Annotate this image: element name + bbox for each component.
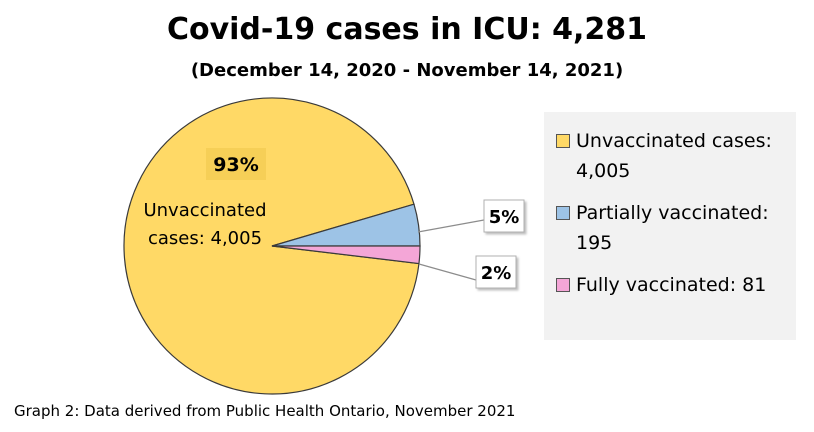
legend-label-partial: Partially vaccinated: (576, 202, 769, 224)
legend-swatch-fully (556, 278, 570, 292)
legend-label-fully: Fully vaccinated: 81 (576, 274, 767, 296)
leader-line-fully (418, 263, 477, 281)
pie-slice-fully (271, 245, 421, 265)
inner-label-line1: Unvaccinated (143, 200, 266, 221)
legend-value-partial: 195 (576, 232, 613, 254)
legend: Unvaccinated cases: 4,005 Partially vacc… (544, 112, 796, 340)
pct-label-box-fully (475, 255, 517, 289)
leader-line-partial (417, 219, 485, 233)
pct-label-box-unvaccinated (206, 148, 266, 180)
chart-title: Covid-19 cases in ICU: 4,281 (166, 12, 648, 47)
pct-label-fully: 2% (481, 263, 512, 284)
pie-labels: 93% Unvaccinated cases: 4,005 5% 2% (143, 148, 525, 289)
legend-swatch-partial (556, 206, 570, 220)
legend-value-unvaccinated: 4,005 (576, 160, 631, 182)
pie-slices (123, 97, 421, 395)
legend-swatch-unvaccinated (556, 134, 570, 148)
inner-label-line2: cases: 4,005 (148, 228, 262, 249)
chart-subtitle: (December 14, 2020 - November 14, 2021) (190, 60, 624, 81)
legend-label-unvaccinated: Unvaccinated cases: (576, 130, 772, 152)
pct-label-partial: 5% (489, 207, 520, 228)
pie-slice-unvaccinated (123, 97, 420, 395)
pct-label-box-partial (483, 199, 525, 233)
pct-label-unvaccinated: 93% (213, 154, 258, 176)
chart-caption: Graph 2: Data derived from Public Health… (14, 402, 516, 420)
